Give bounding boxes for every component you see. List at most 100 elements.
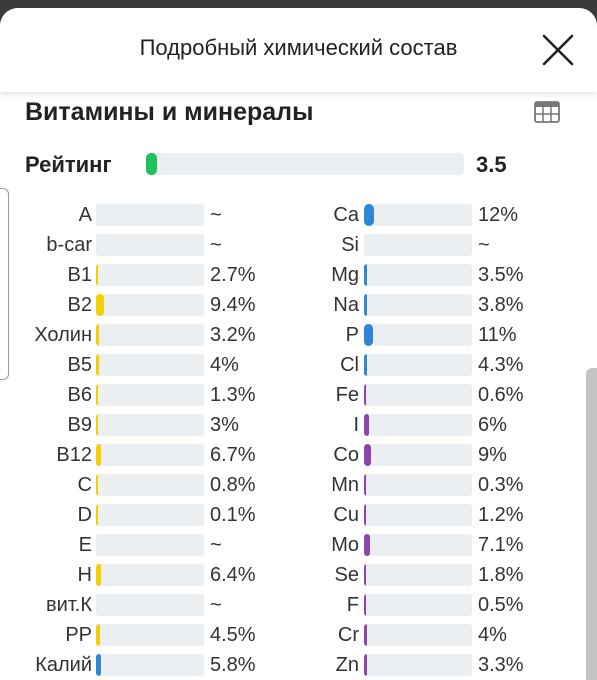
- vitamin-row: B6 1.3%: [0, 380, 597, 410]
- mineral-bar: [364, 564, 472, 586]
- vitamin-row: Калий 5.8%: [0, 650, 597, 680]
- mineral-bar: [364, 324, 472, 346]
- mineral-value: 0.6%: [478, 384, 524, 406]
- sheet-header: Подробный химический состав: [0, 8, 597, 92]
- mineral-row: Mg 3.5%: [0, 260, 597, 290]
- mineral-bar: [364, 234, 472, 256]
- mineral-bar-fill: [364, 534, 370, 556]
- mineral-row: Na 3.8%: [0, 290, 597, 320]
- mineral-value: 3.8%: [478, 294, 524, 316]
- mineral-label: Zn: [335, 654, 359, 676]
- vitamin-row: b-car ~: [0, 230, 597, 260]
- vitamin-label: D: [77, 504, 92, 526]
- vitamin-label: Холин: [34, 324, 92, 346]
- vitamin-label: H: [77, 564, 92, 586]
- vitamin-label: B5: [67, 354, 92, 376]
- vitamin-bar-fill: [96, 384, 98, 406]
- mineral-value: ~: [478, 234, 490, 256]
- vitamin-bar-fill: [96, 444, 102, 466]
- mineral-bar: [364, 354, 472, 376]
- mineral-bar-fill: [364, 474, 366, 496]
- mineral-bar: [364, 444, 472, 466]
- mineral-bar-fill: [364, 624, 368, 646]
- mineral-value: 0.5%: [478, 594, 524, 616]
- vitamin-value: 6.7%: [210, 444, 256, 466]
- vitamin-bar: [96, 204, 204, 226]
- vitamin-row: E ~: [0, 530, 597, 560]
- vitamin-label: C: [77, 474, 92, 496]
- page-title: Подробный химический состав: [139, 35, 458, 60]
- mineral-row: Co 9%: [0, 440, 597, 470]
- mineral-bar: [364, 414, 472, 436]
- mineral-bar-fill: [364, 294, 368, 316]
- vitamin-bar-fill: [96, 294, 104, 316]
- rating-bar: [146, 153, 464, 175]
- vitamin-bar: [96, 234, 204, 256]
- mineral-bar-fill: [364, 414, 369, 436]
- vitamin-value: 1.3%: [210, 384, 256, 406]
- close-button[interactable]: [538, 30, 578, 70]
- vitamin-value: ~: [210, 204, 222, 226]
- vitamin-value: 4%: [210, 354, 239, 376]
- vitamin-bar: [96, 504, 204, 526]
- mineral-value: 4.3%: [478, 354, 524, 376]
- vitamin-row: B2 9.4%: [0, 290, 597, 320]
- mineral-value: 7.1%: [478, 534, 524, 556]
- mineral-bar-fill: [364, 594, 366, 616]
- vitamin-value: ~: [210, 534, 222, 556]
- rating-label: Рейтинг: [25, 152, 112, 177]
- vitamin-row: PP 4.5%: [0, 620, 597, 650]
- vitamin-bar-fill: [96, 624, 100, 646]
- vitamin-bar: [96, 324, 204, 346]
- vitamin-value: 4.5%: [210, 624, 256, 646]
- details-sheet: Подробный химический состав Витамины и м…: [0, 8, 597, 680]
- mineral-row: Se 1.8%: [0, 560, 597, 590]
- mineral-row: I 6%: [0, 410, 597, 440]
- mineral-row: Mo 7.1%: [0, 530, 597, 560]
- mineral-label: P: [345, 324, 359, 346]
- vitamin-bar-fill: [96, 564, 102, 586]
- mineral-value: 9%: [478, 444, 507, 466]
- mineral-label: Cu: [333, 504, 359, 526]
- mineral-bar: [364, 594, 472, 616]
- mineral-row: Si ~: [0, 230, 597, 260]
- mineral-value: 1.2%: [478, 504, 524, 526]
- mineral-label: Co: [333, 444, 359, 466]
- mineral-label: I: [353, 414, 359, 436]
- vitamin-row: Холин 3.2%: [0, 320, 597, 350]
- vitamin-label: Калий: [35, 654, 92, 676]
- vitamin-bar-fill: [96, 354, 100, 376]
- mineral-bar-fill: [364, 354, 368, 376]
- side-handle[interactable]: [0, 188, 9, 380]
- vitamin-label: B9: [67, 414, 92, 436]
- mineral-value: 0.3%: [478, 474, 524, 496]
- mineral-row: Cl 4.3%: [0, 350, 597, 380]
- vitamin-row: B5 4%: [0, 350, 597, 380]
- vitamin-value: 5.8%: [210, 654, 256, 676]
- mineral-value: 4%: [478, 624, 507, 646]
- vitamin-row: D 0.1%: [0, 500, 597, 530]
- mineral-row: P 11%: [0, 320, 597, 350]
- mineral-bar: [364, 294, 472, 316]
- scrollbar[interactable]: [586, 368, 597, 680]
- mineral-bar: [364, 474, 472, 496]
- vitamin-bar-fill: [96, 474, 98, 496]
- vitamin-label: E: [78, 534, 92, 556]
- vitamin-row: B12 6.7%: [0, 440, 597, 470]
- vitamin-value: 2.7%: [210, 264, 256, 286]
- mineral-row: Fe 0.6%: [0, 380, 597, 410]
- mineral-bar-fill: [364, 654, 367, 676]
- table-view-button[interactable]: [533, 98, 561, 126]
- vitamin-label: PP: [65, 624, 92, 646]
- vitamin-value: 6.4%: [210, 564, 256, 586]
- mineral-row: Zn 3.3%: [0, 650, 597, 680]
- vitamin-bar: [96, 564, 204, 586]
- vitamin-row: A ~: [0, 200, 597, 230]
- mineral-label: Mo: [331, 534, 359, 556]
- vitamin-label: вит.К: [46, 594, 92, 616]
- close-icon: [542, 34, 574, 66]
- vitamin-label: B12: [56, 444, 92, 466]
- vitamin-row: H 6.4%: [0, 560, 597, 590]
- vitamin-bar-fill: [96, 504, 98, 526]
- mineral-label: Se: [334, 564, 359, 586]
